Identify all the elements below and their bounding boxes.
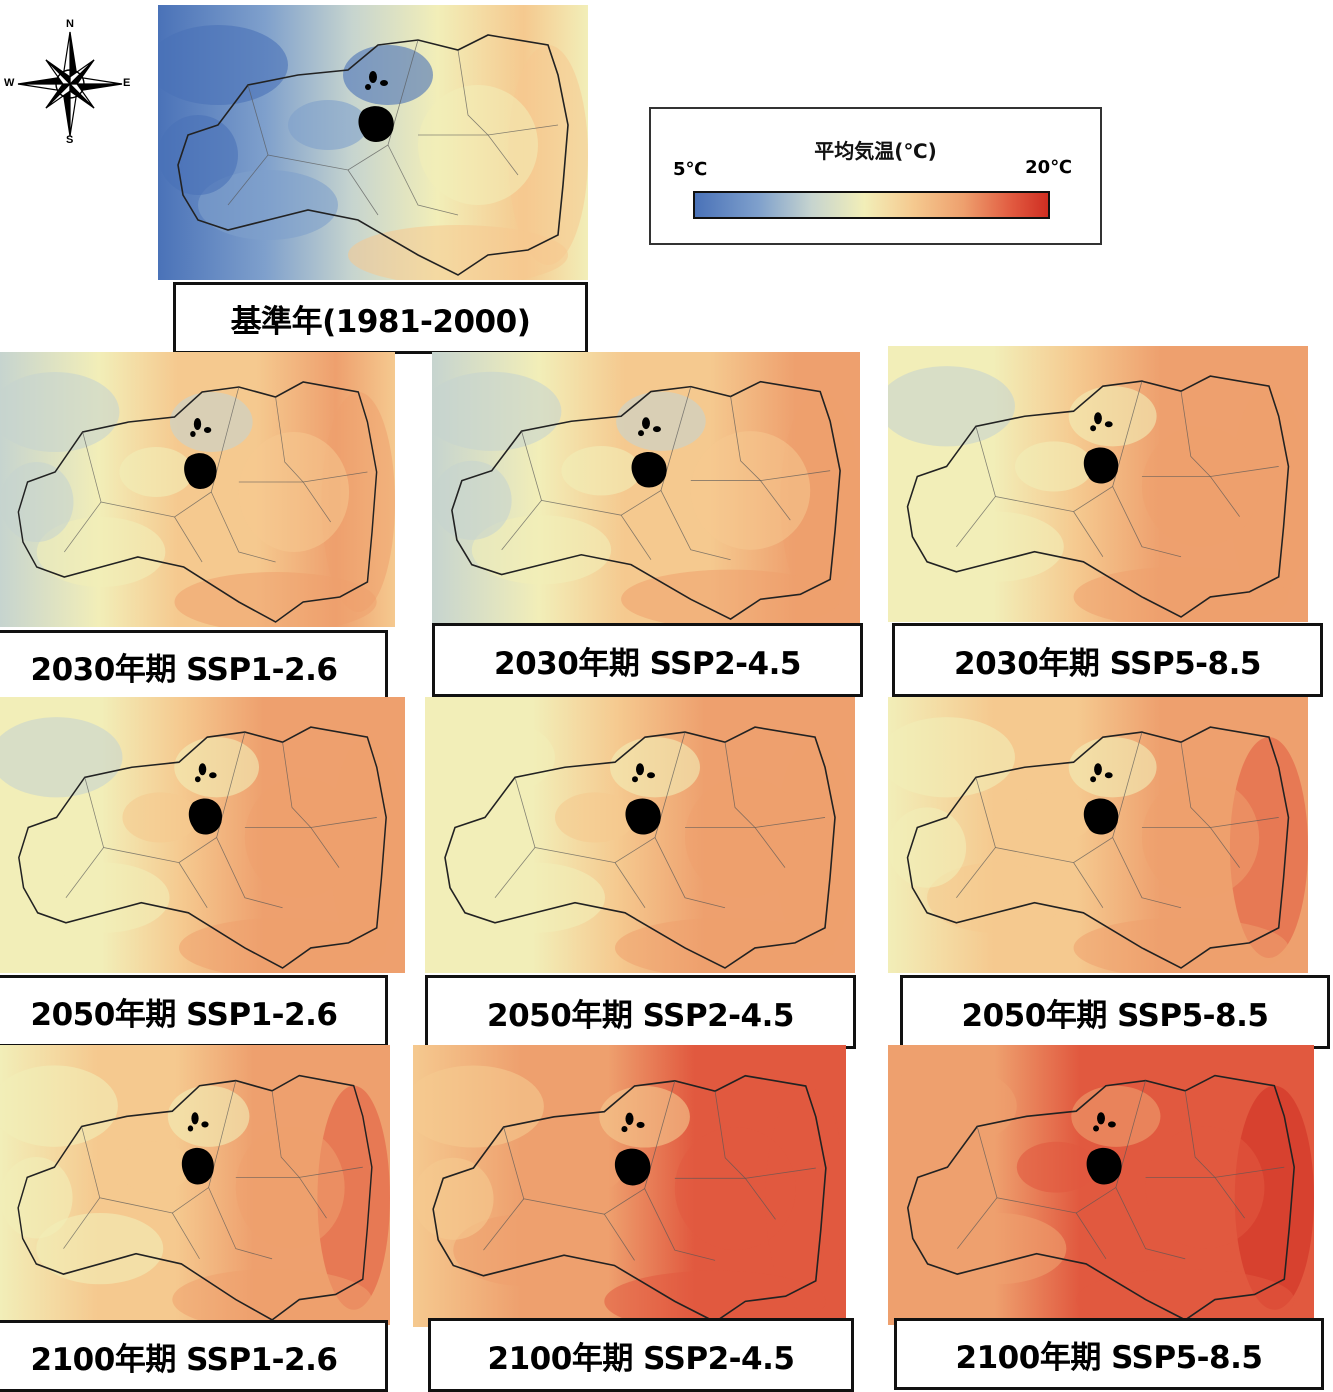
scenario-temperature-map <box>413 1045 846 1327</box>
compass-rose: N S E W <box>0 18 140 150</box>
legend-color-scale <box>693 191 1050 219</box>
compass-east-label: E <box>123 77 131 89</box>
legend-max-label: 20℃ <box>1025 157 1072 178</box>
scenario-temperature-map <box>0 697 405 973</box>
scenario-caption: 2100年期 SSP5-8.5 <box>894 1318 1324 1390</box>
scenario-caption: 2100年期 SSP2-4.5 <box>428 1318 854 1392</box>
temperature-legend: 平均気温(℃) 5℃ 20℃ <box>649 107 1102 245</box>
baseline-caption: 基準年(1981-2000) <box>173 282 588 354</box>
scenario-temperature-map <box>432 352 860 624</box>
compass-south-label: S <box>66 134 74 146</box>
scenario-caption: 2050年期 SSP1-2.6 <box>0 975 388 1047</box>
scenario-temperature-map <box>888 346 1308 622</box>
legend-title: 平均気温(℃) <box>814 139 937 163</box>
scenario-caption: 2100年期 SSP1-2.6 <box>0 1320 388 1392</box>
compass-icon <box>17 31 123 137</box>
scenario-caption: 2050年期 SSP2-4.5 <box>425 975 856 1049</box>
scenario-caption: 2050年期 SSP5-8.5 <box>900 975 1330 1049</box>
scenario-caption: 2030年期 SSP1-2.6 <box>0 630 388 702</box>
compass-west-label: W <box>4 77 15 89</box>
scenario-temperature-map <box>0 352 395 627</box>
scenario-temperature-map <box>425 697 855 973</box>
scenario-temperature-map <box>888 697 1308 973</box>
baseline-temperature-map <box>158 5 588 280</box>
compass-north-label: N <box>66 18 74 30</box>
scenario-caption: 2030年期 SSP2-4.5 <box>432 623 863 697</box>
scenario-temperature-map <box>888 1045 1314 1325</box>
scenario-temperature-map <box>0 1045 390 1325</box>
scenario-caption: 2030年期 SSP5-8.5 <box>892 623 1323 697</box>
legend-min-label: 5℃ <box>673 159 708 180</box>
